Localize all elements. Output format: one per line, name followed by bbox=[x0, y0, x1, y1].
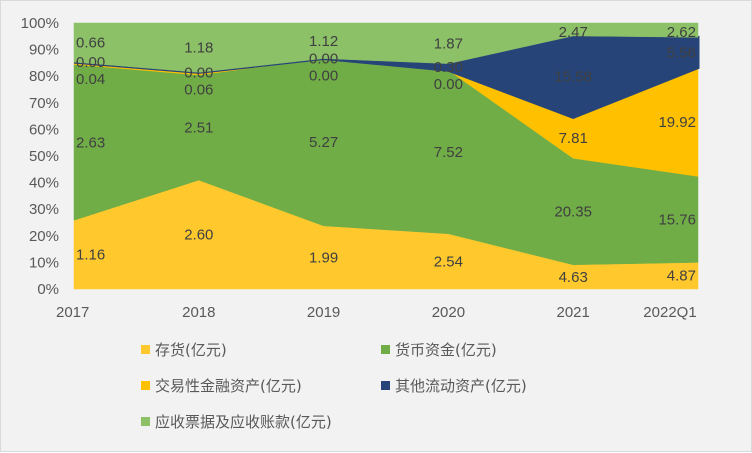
data-label: 5.56 bbox=[667, 44, 696, 61]
data-label: 2.62 bbox=[667, 24, 696, 41]
data-label: 4.63 bbox=[559, 269, 588, 286]
y-tick-label: 10% bbox=[29, 254, 59, 271]
x-tick-label: 2018 bbox=[182, 304, 215, 321]
x-tick-label: 2022Q1 bbox=[643, 304, 696, 321]
data-label: 0.00 bbox=[309, 51, 338, 68]
y-tick-label: 50% bbox=[29, 148, 59, 165]
x-tick-label: 2019 bbox=[307, 304, 340, 321]
y-tick-label: 20% bbox=[29, 228, 59, 245]
legend-item-receivables: 应收票据及应收账款(亿元) bbox=[141, 411, 332, 432]
data-label: 0.00 bbox=[184, 64, 213, 81]
data-label: 15.76 bbox=[658, 211, 696, 228]
x-tick-label: 2017 bbox=[56, 304, 89, 321]
y-tick-label: 90% bbox=[29, 42, 59, 59]
data-label: 2.47 bbox=[559, 24, 588, 41]
data-label: 1.87 bbox=[434, 35, 463, 52]
legend-item-cash: 货币资金(亿元) bbox=[381, 339, 497, 360]
legend-swatch bbox=[141, 381, 150, 390]
legend-swatch bbox=[381, 381, 390, 390]
data-label: 2.51 bbox=[184, 120, 213, 137]
y-tick-label: 30% bbox=[29, 201, 59, 218]
legend-item-inventory: 存货(亿元) bbox=[141, 339, 227, 360]
data-label: 1.18 bbox=[184, 40, 213, 57]
legend-swatch bbox=[141, 345, 150, 354]
data-label: 1.16 bbox=[76, 247, 105, 264]
area-series-4 bbox=[73, 22, 699, 73]
data-label: 0.00 bbox=[309, 68, 338, 85]
data-label: 5.27 bbox=[309, 134, 338, 151]
data-label: 0.00 bbox=[434, 76, 463, 93]
y-tick-label: 0% bbox=[37, 281, 59, 298]
legend-swatch bbox=[381, 345, 390, 354]
data-label: 0.06 bbox=[184, 81, 213, 98]
x-tick-label: 2021 bbox=[557, 304, 590, 321]
y-tick-label: 70% bbox=[29, 95, 59, 112]
data-label: 0.00 bbox=[76, 54, 105, 71]
data-label: 15.58 bbox=[554, 69, 592, 86]
data-label: 1.12 bbox=[309, 33, 338, 50]
data-label: 20.35 bbox=[554, 204, 592, 221]
data-label: 19.92 bbox=[658, 114, 696, 131]
data-label: 0.66 bbox=[76, 35, 105, 52]
legend-item-trading-assets: 交易性金融资产(亿元) bbox=[141, 375, 302, 396]
data-label: 2.60 bbox=[184, 227, 213, 244]
legend-item-other-current-assets: 其他流动资产(亿元) bbox=[381, 375, 527, 396]
x-tick-label: 2020 bbox=[432, 304, 465, 321]
data-label: 4.87 bbox=[667, 268, 696, 285]
y-tick-label: 100% bbox=[21, 15, 59, 32]
y-tick-label: 40% bbox=[29, 175, 59, 192]
data-label: 1.99 bbox=[309, 249, 338, 266]
data-label: 0.30 bbox=[434, 59, 463, 76]
data-label: 0.04 bbox=[76, 71, 105, 88]
legend-swatch bbox=[141, 417, 150, 426]
data-label: 7.52 bbox=[434, 144, 463, 161]
data-label: 7.81 bbox=[559, 130, 588, 147]
data-label: 2.63 bbox=[76, 134, 105, 151]
y-tick-label: 80% bbox=[29, 68, 59, 85]
data-label: 2.54 bbox=[434, 253, 463, 270]
y-tick-label: 60% bbox=[29, 121, 59, 138]
